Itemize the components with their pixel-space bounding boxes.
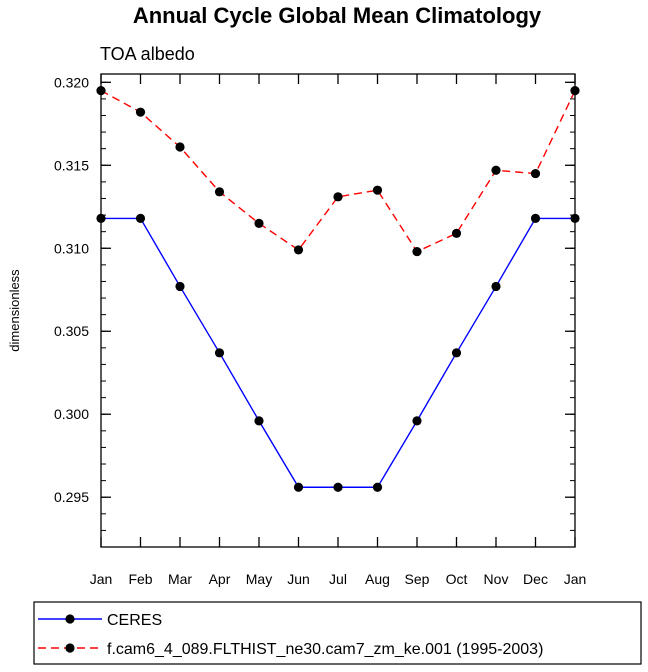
data-point — [293, 245, 304, 255]
x-tick-label: Dec — [523, 571, 548, 587]
y-tick-label: 0.305 — [54, 323, 89, 339]
data-point — [372, 482, 383, 492]
data-point — [530, 168, 541, 179]
data-point — [333, 192, 343, 202]
data-point — [254, 416, 264, 426]
axis-ticks: 0.295 0.300 0.305 0.310 0.315 0.320 Jan Feb Mar A… — [54, 74, 586, 587]
x-tick-label: Aug — [365, 571, 390, 587]
y-axis-label: dimensionless — [7, 269, 22, 352]
chart-subtitle: TOA albedo — [100, 44, 195, 64]
y-tick-label: 0.320 — [54, 74, 89, 90]
data-point — [570, 213, 580, 223]
data-point — [135, 213, 146, 223]
data-point — [135, 107, 146, 117]
data-point — [412, 246, 422, 257]
x-tick-label: Oct — [446, 571, 468, 587]
legend-marker — [65, 614, 75, 624]
data-point — [372, 185, 383, 195]
y-tick-label: 0.300 — [54, 406, 89, 422]
legend-marker — [65, 643, 75, 653]
data-point — [491, 281, 501, 292]
x-tick-label: Apr — [209, 571, 231, 587]
y-tick-label: 0.310 — [54, 240, 89, 256]
data-point — [293, 482, 304, 492]
legend: CERES f.cam6_4_089.FLTHIST_ne30.cam7_zm_k… — [33, 601, 642, 665]
data-point — [570, 85, 580, 96]
data-point — [333, 482, 343, 492]
series-group — [96, 85, 580, 257]
x-tick-label: Feb — [128, 571, 152, 587]
data-point — [530, 213, 541, 223]
x-tick-label: Mar — [168, 571, 192, 587]
x-tick-label: May — [246, 571, 272, 587]
data-point — [214, 348, 225, 358]
data-point — [214, 187, 225, 197]
plot-frame — [100, 73, 576, 548]
x-tick-label: Jul — [329, 571, 347, 587]
series-layer — [96, 85, 580, 492]
data-point — [254, 218, 264, 228]
chart-title: Annual Cycle Global Mean Climatology — [133, 3, 542, 28]
y-tick-label: 0.295 — [54, 489, 89, 505]
x-tick-label: Jan — [90, 571, 113, 587]
data-point — [175, 142, 185, 152]
legend-label: CERES — [107, 612, 162, 629]
x-tick-label: Jun — [287, 571, 310, 587]
legend-box — [33, 601, 642, 665]
data-point — [175, 281, 185, 292]
series-line — [101, 217, 575, 488]
y-tick-label: 0.315 — [54, 157, 89, 173]
legend-label: f.cam6_4_089.FLTHIST_ne30.cam7_zm_ke.001… — [107, 641, 543, 658]
x-tick-label: Sep — [405, 571, 430, 587]
plot-border — [100, 73, 576, 548]
series-group — [96, 213, 580, 492]
x-tick-label: Jan — [564, 571, 587, 587]
data-point — [451, 348, 462, 358]
data-point — [96, 213, 106, 223]
data-point — [412, 416, 422, 426]
x-tick-label: Nov — [484, 571, 509, 587]
data-point — [451, 228, 462, 238]
data-point — [96, 85, 106, 96]
data-point — [491, 165, 501, 175]
series-line — [100, 89, 576, 253]
